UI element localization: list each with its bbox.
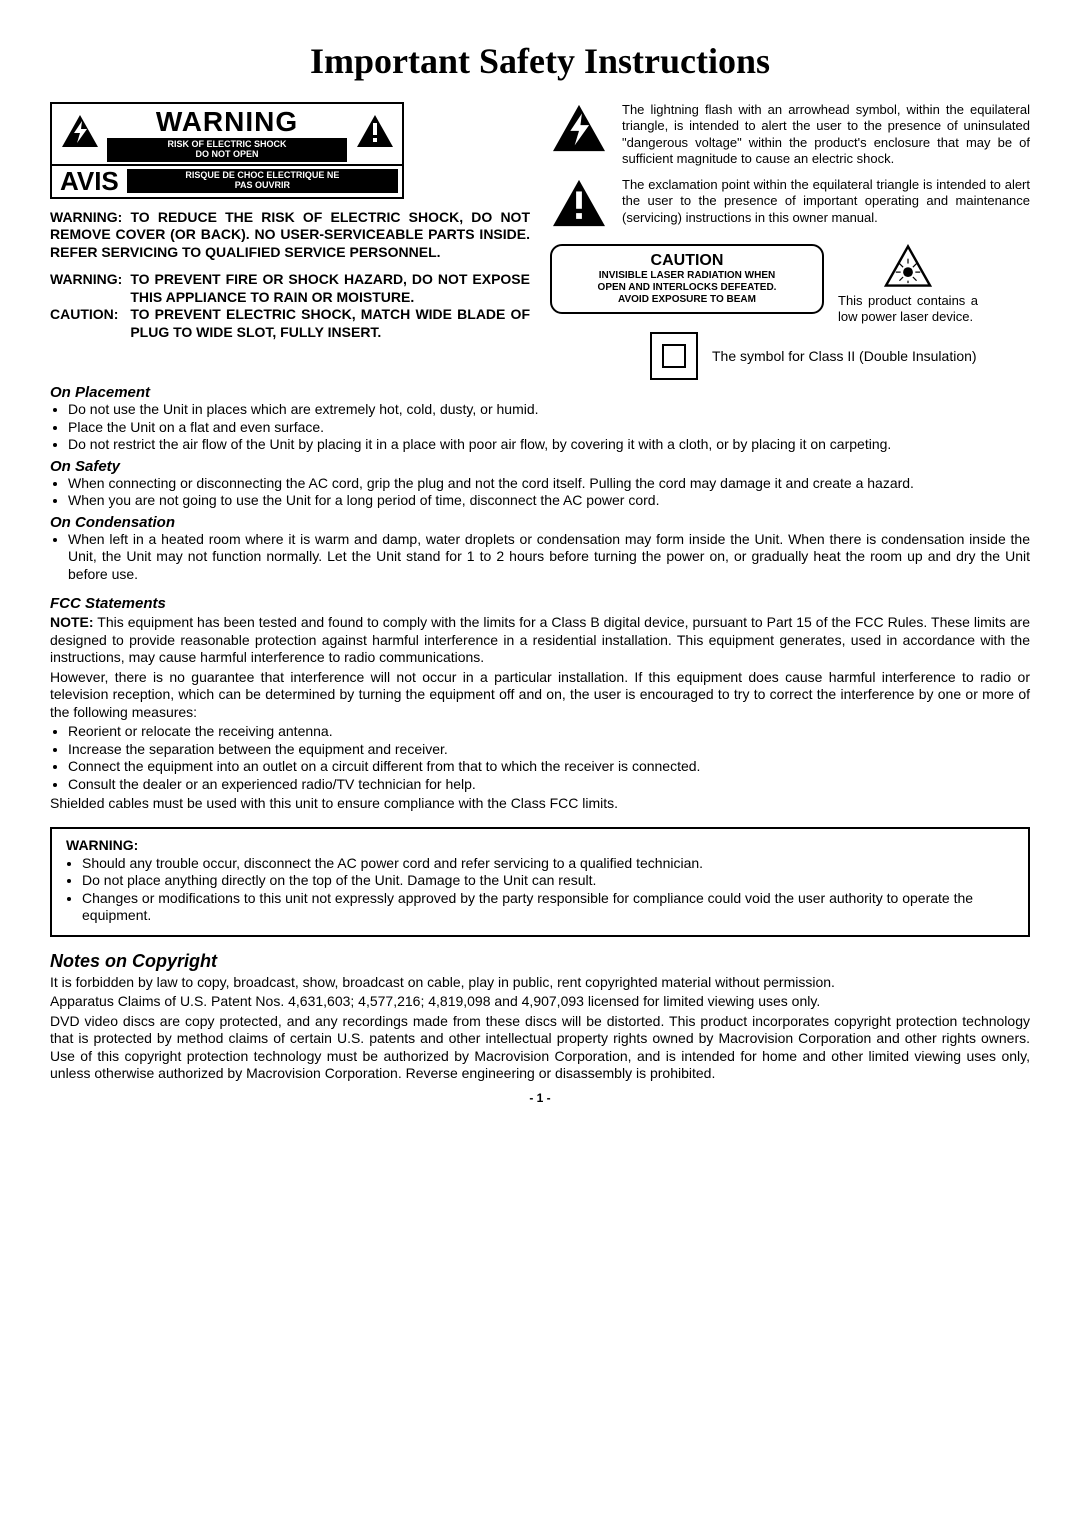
fcc-list: Reorient or relocate the receiving anten…: [50, 723, 1030, 793]
plate-avis-line1: RISQUE DE CHOC ELECTRIQUE NE: [185, 170, 339, 180]
plate-risk-line2: DO NOT OPEN: [195, 149, 258, 159]
on-safety-head: On Safety: [50, 458, 1030, 475]
fcc-p3: Shielded cables must be used with this u…: [50, 795, 1030, 813]
on-placement-head: On Placement: [50, 384, 1030, 401]
list-item: When connecting or disconnecting the AC …: [68, 475, 1030, 493]
avis-label: AVIS: [52, 166, 127, 197]
list-item: Changes or modifications to this unit no…: [82, 890, 1014, 925]
fcc-head: FCC Statements: [50, 595, 1030, 612]
caution-line2: OPEN AND INTERLOCKS DEFEATED.: [598, 282, 777, 293]
list-item: Do not use the Unit in places which are …: [68, 401, 1030, 419]
caution-laser-box: CAUTION INVISIBLE LASER RADIATION WHEN O…: [550, 244, 824, 314]
top-section: WARNING RISK OF ELECTRIC SHOCK DO NOT OP…: [50, 102, 1030, 380]
caution-def-text: TO PREVENT ELECTRIC SHOCK, MATCH WIDE BL…: [130, 306, 530, 341]
laser-note: This product contains a low power laser …: [838, 293, 978, 324]
page-title: Important Safety Instructions: [50, 40, 1030, 82]
boxed-warning: WARNING: Should any trouble occur, disco…: [50, 827, 1030, 937]
warning-text-block: WARNING: TO REDUCE THE RISK OF ELECTRIC …: [50, 209, 530, 262]
left-column: WARNING RISK OF ELECTRIC SHOCK DO NOT OP…: [50, 102, 530, 380]
fcc-p2: However, there is no guarantee that inte…: [50, 669, 1030, 722]
exclamation-triangle-icon: [550, 177, 610, 234]
on-condensation-list: When left in a heated room where it is w…: [50, 531, 1030, 584]
list-item: Increase the separation between the equi…: [68, 741, 1030, 759]
list-item: Do not restrict the air flow of the Unit…: [68, 436, 1030, 454]
warning-label: WARNING: [107, 106, 347, 138]
exclamation-description: The exclamation point within the equilat…: [622, 177, 1030, 234]
list-item: Consult the dealer or an experienced rad…: [68, 776, 1030, 794]
bolt-triangle-icon: [550, 102, 610, 167]
warning-plate: WARNING RISK OF ELECTRIC SHOCK DO NOT OP…: [50, 102, 404, 199]
list-item: Do not place anything directly on the to…: [82, 872, 1014, 890]
copyright-head: Notes on Copyright: [50, 951, 1030, 972]
list-item: Reorient or relocate the receiving anten…: [68, 723, 1030, 741]
class2-icon: [650, 332, 698, 380]
copyright-p3: DVD video discs are copy protected, and …: [50, 1013, 1030, 1083]
list-item: When left in a heated room where it is w…: [68, 531, 1030, 584]
on-condensation-head: On Condensation: [50, 514, 1030, 531]
copyright-p1: It is forbidden by law to copy, broadcas…: [50, 974, 1030, 992]
warning-def-text: TO PREVENT FIRE OR SHOCK HAZARD, DO NOT …: [130, 271, 530, 306]
list-item: Should any trouble occur, disconnect the…: [82, 855, 1014, 873]
copyright-p2: Apparatus Claims of U.S. Patent Nos. 4,6…: [50, 993, 1030, 1011]
bolt-description: The lightning flash with an arrowhead sy…: [622, 102, 1030, 167]
exclamation-triangle-icon: [347, 109, 402, 158]
on-safety-list: When connecting or disconnecting the AC …: [50, 475, 1030, 510]
right-column: The lightning flash with an arrowhead sy…: [550, 102, 1030, 380]
class2-text: The symbol for Class II (Double Insulati…: [712, 348, 977, 364]
caution-title: CAUTION: [562, 252, 812, 270]
caution-line3: AVOID EXPOSURE TO BEAM: [618, 294, 756, 305]
bolt-triangle-icon: [52, 109, 107, 158]
note-label: NOTE:: [50, 614, 94, 630]
warning-caution-table: WARNING: TO PREVENT FIRE OR SHOCK HAZARD…: [50, 271, 530, 341]
plate-avis-line2: PAS OUVRIR: [235, 180, 290, 190]
list-item: Place the Unit on a flat and even surfac…: [68, 419, 1030, 437]
page-number: - 1 -: [50, 1091, 1030, 1105]
plate-risk-line1: RISK OF ELECTRIC SHOCK: [167, 139, 286, 149]
boxed-warning-head: WARNING:: [66, 837, 1014, 853]
caution-line1: INVISIBLE LASER RADIATION WHEN: [599, 270, 775, 281]
laser-triangle-icon: [838, 244, 978, 293]
warning-def-label: WARNING:: [50, 271, 130, 306]
on-placement-list: Do not use the Unit in places which are …: [50, 401, 1030, 454]
caution-def-label: CAUTION:: [50, 306, 130, 341]
list-item: When you are not going to use the Unit f…: [68, 492, 1030, 510]
list-item: Connect the equipment into an outlet on …: [68, 758, 1030, 776]
fcc-p1: NOTE: This equipment has been tested and…: [50, 614, 1030, 667]
